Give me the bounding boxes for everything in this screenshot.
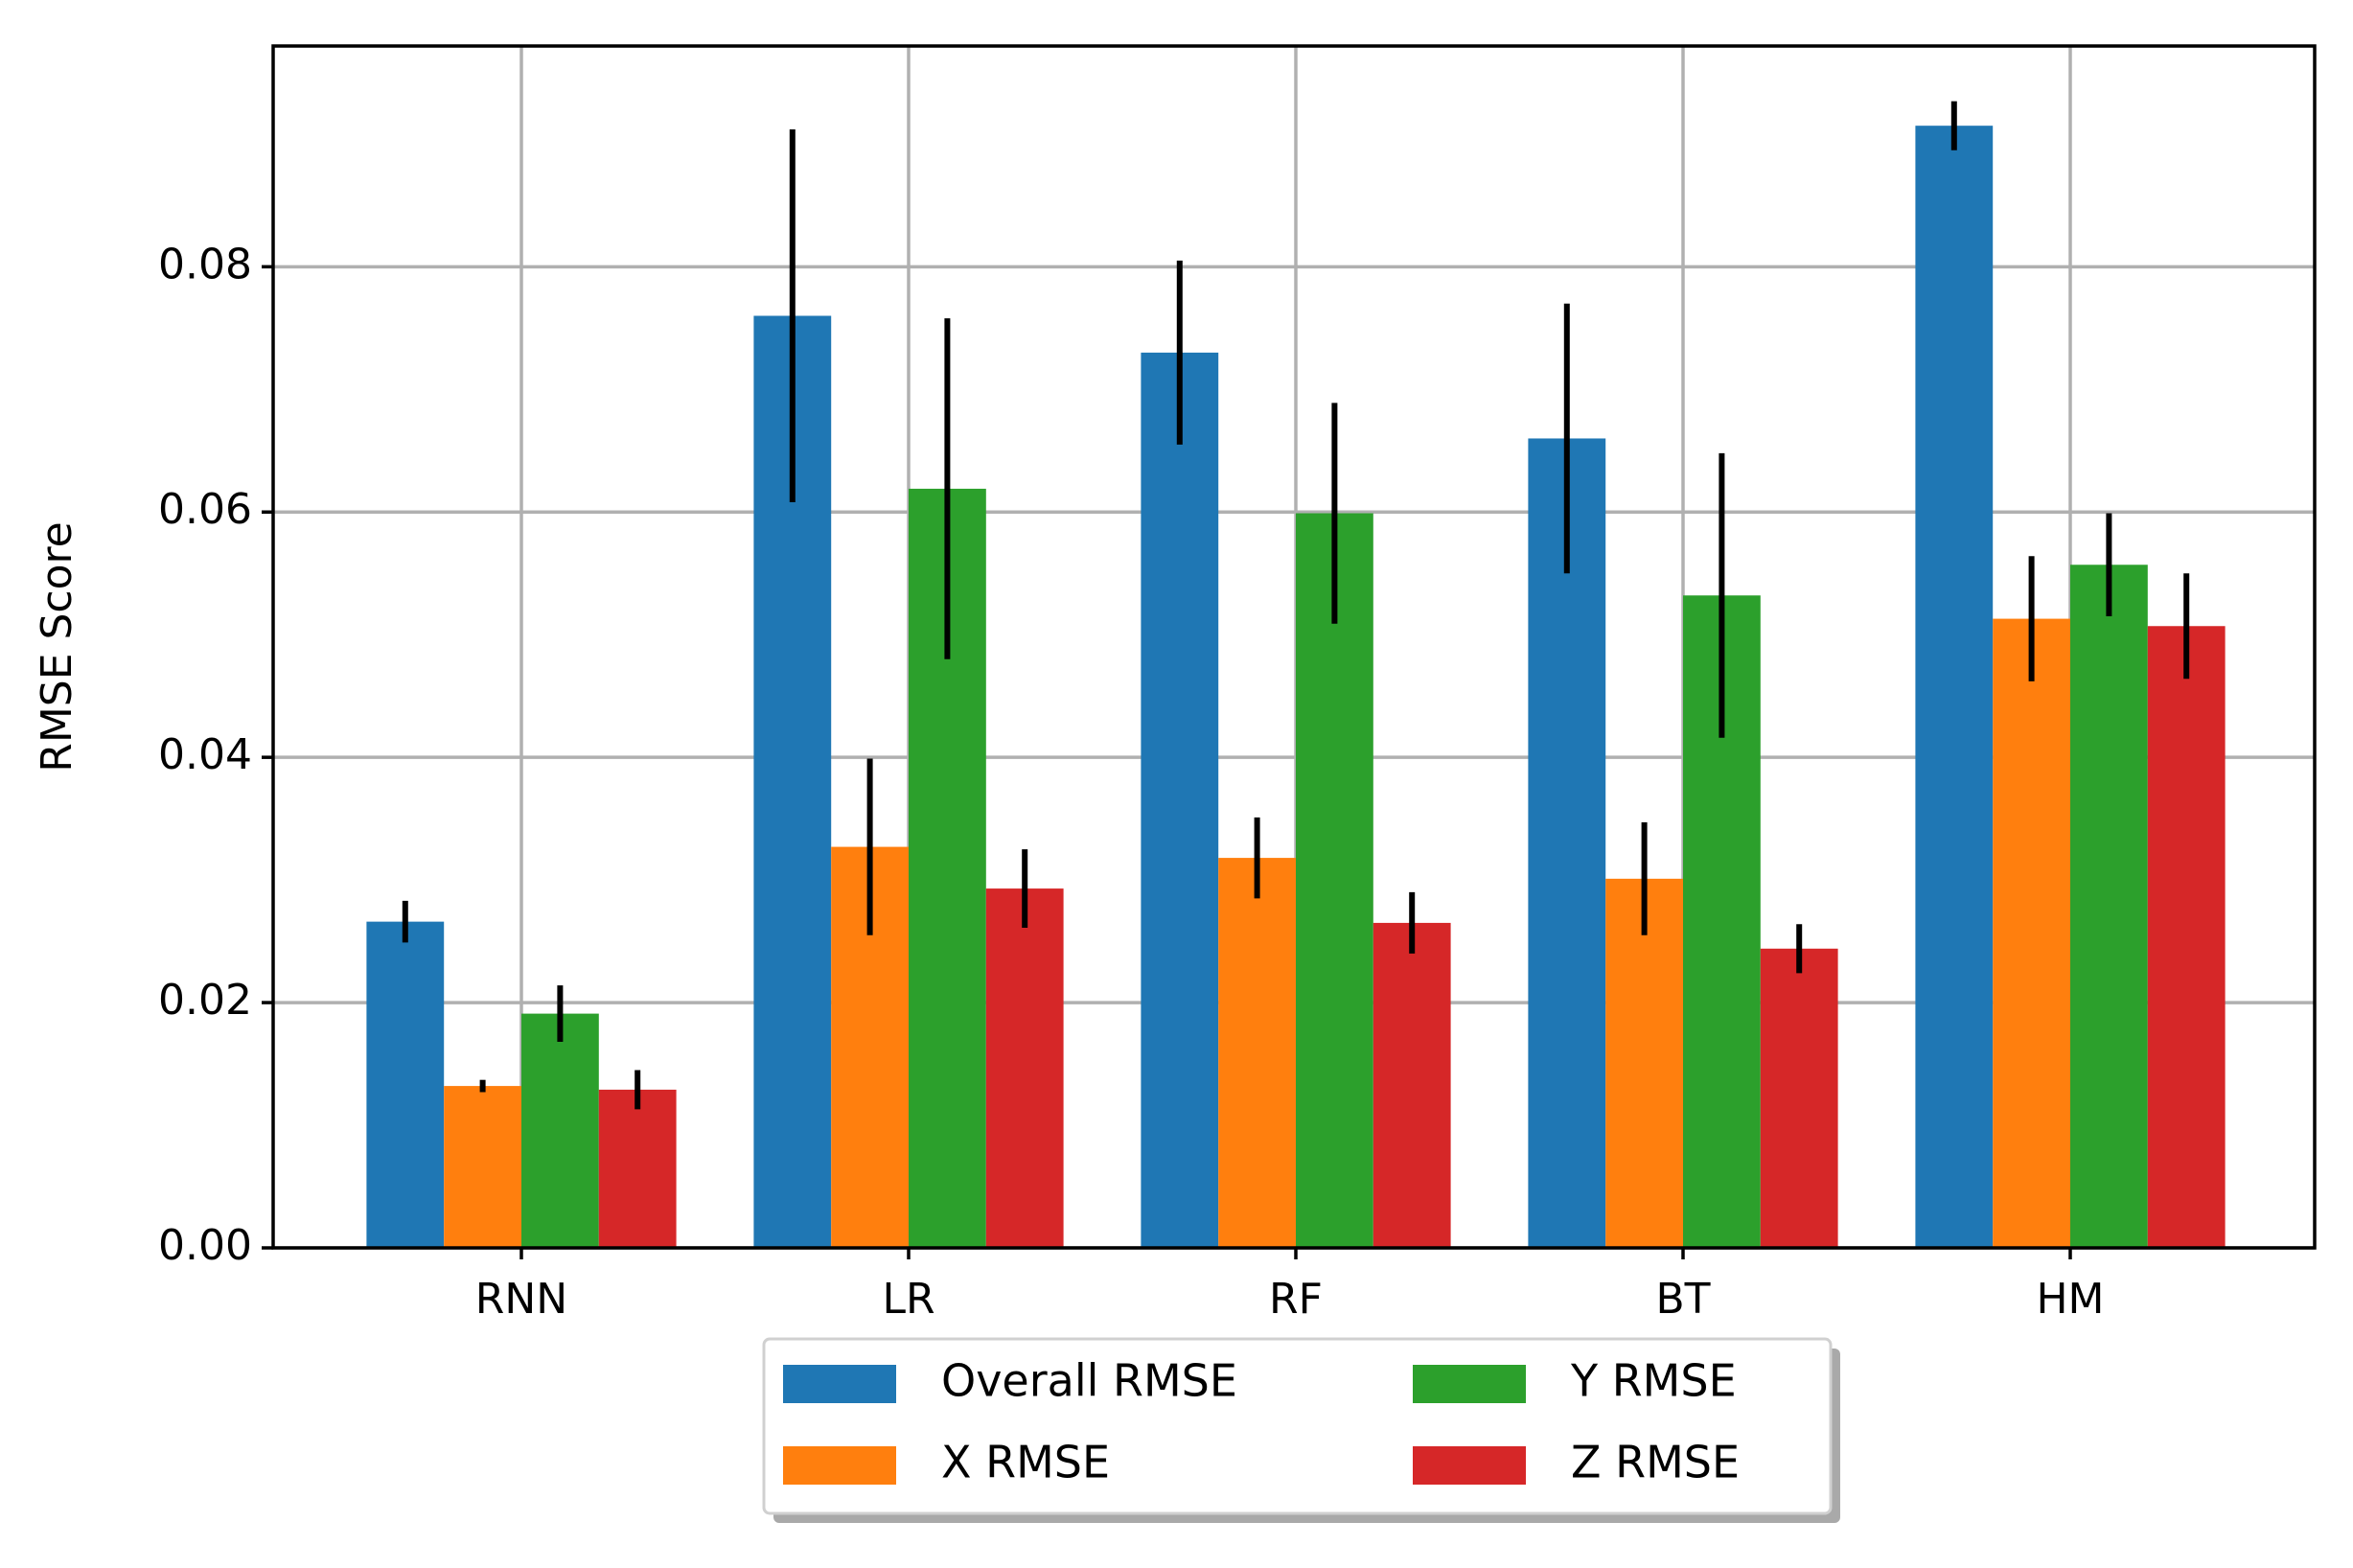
legend-box <box>762 1337 1833 1515</box>
x-tick-label: LR <box>882 1275 934 1324</box>
legend-label-z-rmse: Z RMSE <box>1571 1437 1740 1488</box>
x-tick-label: HM <box>2036 1275 2104 1324</box>
plot-frame <box>271 44 2317 1250</box>
bar-z-rmse-hm <box>2147 626 2226 1248</box>
y-tick-label: 0.08 <box>158 240 252 288</box>
bar-x-rmse-rf <box>1218 858 1296 1248</box>
bar-x-rmse-bt <box>1605 878 1683 1248</box>
legend-label-overall-rmse: Overall RMSE <box>941 1355 1237 1407</box>
bar-x-rmse-hm <box>1993 618 2070 1248</box>
bar-overall-rmse-rf <box>1141 352 1219 1248</box>
bar-y-rmse-hm <box>2070 565 2148 1248</box>
bar-y-rmse-rf <box>1296 513 1373 1248</box>
legend-label-x-rmse: X RMSE <box>941 1437 1110 1488</box>
x-tick-label: BT <box>1655 1275 1710 1324</box>
legend-swatch-overall-rmse <box>783 1365 896 1403</box>
bar-z-rmse-lr <box>985 888 1064 1248</box>
y-tick-label: 0.02 <box>158 976 252 1025</box>
legend: Overall RMSE X RMSE Y RMSE Z RMSE <box>762 1337 1840 1523</box>
bar-x-rmse-rnn <box>444 1086 521 1248</box>
y-tick-label: 0.06 <box>158 485 252 534</box>
x-tick-label: RF <box>1269 1275 1323 1324</box>
bar-z-rmse-rnn <box>598 1089 677 1248</box>
error-bars-layer <box>402 101 2190 1110</box>
bar-z-rmse-bt <box>1760 948 1838 1248</box>
y-tick-label: 0.00 <box>158 1221 252 1270</box>
legend-label-y-rmse: Y RMSE <box>1570 1355 1737 1407</box>
ticks-layer: 0.00 0.02 0.04 0.06 0.08 RNN LR RF BT HM <box>158 240 2105 1324</box>
legend-swatch-z-rmse <box>1413 1446 1526 1485</box>
bar-overall-rmse-hm <box>1915 126 1994 1248</box>
bar-z-rmse-rf <box>1373 922 1451 1248</box>
legend-swatch-x-rmse <box>783 1446 896 1485</box>
y-tick-label: 0.04 <box>158 730 252 779</box>
y-axis-label: RMSE Score <box>33 521 81 772</box>
legend-swatch-y-rmse <box>1413 1365 1526 1403</box>
bar-overall-rmse-rnn <box>366 921 445 1248</box>
bars-layer <box>366 126 2226 1249</box>
bar-y-rmse-rnn <box>521 1013 599 1248</box>
x-tick-label: RNN <box>475 1275 567 1324</box>
